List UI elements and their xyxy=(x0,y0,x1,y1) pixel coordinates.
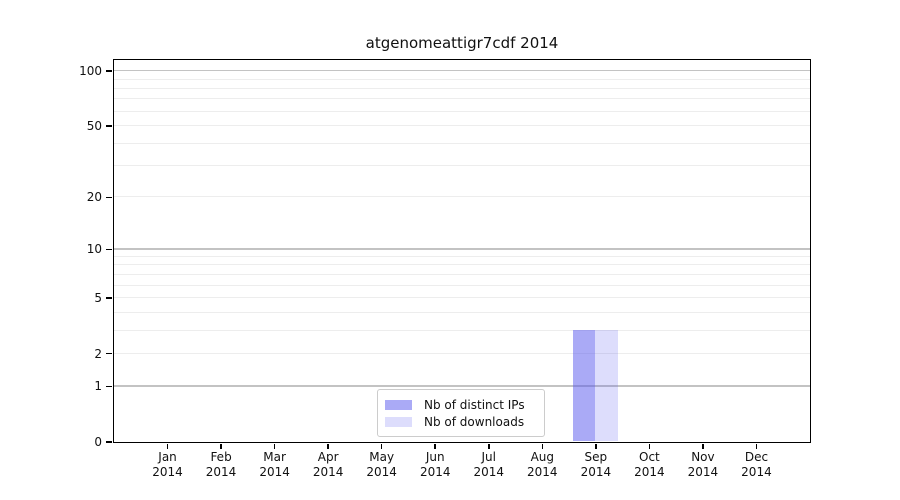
bar-downloads xyxy=(595,330,618,442)
plot-area xyxy=(112,58,811,443)
legend-label-distinct-ips: Nb of distinct IPs xyxy=(424,397,525,412)
minor-gridline xyxy=(113,273,810,275)
legend-item-distinct-ips: Nb of distinct IPs xyxy=(385,396,539,413)
y-axis-tick xyxy=(105,385,112,388)
x-axis-tick xyxy=(166,444,169,449)
y-tick-label: 10 xyxy=(86,242,102,257)
y-tick-label: 1 xyxy=(94,379,102,394)
y-axis-tick xyxy=(105,196,112,199)
y-tick-label: 50 xyxy=(86,119,102,134)
minor-gridline xyxy=(113,142,810,144)
legend-label-downloads: Nb of downloads xyxy=(424,414,525,429)
x-axis-tick xyxy=(327,444,329,449)
x-axis-tick xyxy=(273,444,276,449)
x-tick-label: May 2014 xyxy=(366,450,397,479)
legend-item-downloads: Nb of downloads xyxy=(385,413,539,430)
x-tick-label: Sep 2014 xyxy=(580,450,612,479)
y-axis-tick xyxy=(105,248,112,251)
x-tick-label: Feb 2014 xyxy=(205,450,237,479)
minor-gridline xyxy=(113,352,810,354)
minor-gridline xyxy=(113,311,810,313)
x-axis-tick xyxy=(541,444,544,449)
chart-title: atgenomeattigr7cdf 2014 xyxy=(365,34,559,52)
x-axis-tick xyxy=(434,444,436,449)
minor-gridline xyxy=(113,297,810,298)
bar-distinct-ips xyxy=(572,330,596,442)
minor-gridline xyxy=(113,329,810,331)
minor-gridline xyxy=(113,125,810,127)
x-axis-tick xyxy=(220,444,222,449)
x-axis-tick xyxy=(380,444,383,449)
minor-gridline xyxy=(113,78,810,80)
y-tick-label: 20 xyxy=(86,190,102,205)
minor-gridline xyxy=(113,284,810,286)
minor-gridline xyxy=(113,98,810,100)
x-tick-label: Nov 2014 xyxy=(687,450,719,479)
x-tick-label: Jul 2014 xyxy=(473,450,505,479)
y-axis-tick xyxy=(105,125,112,127)
x-axis-tick xyxy=(755,444,758,449)
y-tick-label: 2 xyxy=(94,346,102,361)
y-axis-tick xyxy=(105,70,112,72)
minor-gridline xyxy=(113,165,810,167)
y-tick-label: 100 xyxy=(79,64,102,79)
major-gridline xyxy=(113,385,810,387)
x-axis-tick xyxy=(702,444,704,449)
legend-swatch-distinct-ips xyxy=(385,399,412,410)
minor-gridline xyxy=(113,110,810,112)
x-tick-label: Dec 2014 xyxy=(741,450,772,479)
major-gridline xyxy=(113,69,810,72)
y-axis-tick xyxy=(105,441,112,443)
y-axis-tick xyxy=(105,297,112,299)
major-gridline xyxy=(113,248,810,250)
legend: Nb of distinct IPs Nb of downloads xyxy=(377,389,545,437)
minor-gridline xyxy=(113,196,810,198)
x-tick-label: Aug 2014 xyxy=(527,450,558,479)
minor-gridline xyxy=(113,264,810,266)
y-tick-label: 5 xyxy=(94,291,102,305)
x-tick-label: Jun 2014 xyxy=(419,450,451,479)
x-axis-tick xyxy=(595,444,597,449)
x-tick-label: Mar 2014 xyxy=(259,450,290,479)
x-tick-label: Oct 2014 xyxy=(634,450,665,479)
x-axis-tick xyxy=(488,444,490,449)
y-axis-tick xyxy=(105,352,112,355)
x-tick-label: Apr 2014 xyxy=(312,450,344,479)
minor-gridline xyxy=(113,87,810,89)
legend-swatch-downloads xyxy=(385,416,412,427)
minor-gridline xyxy=(113,255,810,257)
x-tick-label: Jan 2014 xyxy=(152,450,183,479)
x-axis-tick xyxy=(648,444,651,449)
y-tick-label: 0 xyxy=(94,435,102,449)
